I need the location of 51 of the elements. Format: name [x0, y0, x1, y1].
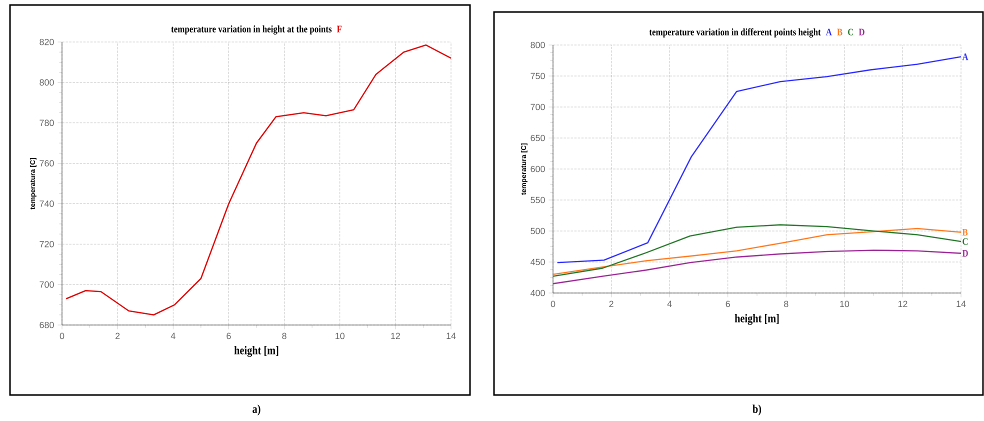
y-tick-label: 550: [530, 196, 545, 204]
line-series: [556, 56, 962, 264]
series-label: B: [962, 228, 968, 236]
x-tick-label: 6: [226, 332, 231, 340]
x-tick-label: 8: [784, 300, 788, 308]
y-tick-label: 500: [530, 228, 545, 234]
y-tick-label: 600: [530, 166, 545, 172]
x-tick-label: 4: [170, 332, 176, 339]
text: A: [826, 28, 832, 36]
chart-title: temperature variation in different points height: [649, 28, 821, 38]
series-label: A: [962, 53, 968, 60]
series-label: D: [962, 250, 968, 257]
y-tick-label: 820: [40, 38, 54, 46]
line-series: [552, 250, 962, 284]
text: a): [252, 404, 260, 416]
y-tick-label: 700: [530, 104, 545, 110]
x-tick-label: 2: [116, 332, 120, 340]
x-tick-label: 2: [609, 300, 614, 308]
text: C: [848, 28, 854, 36]
y-tick-label: 760: [40, 160, 54, 166]
y-tick-label: 650: [530, 134, 545, 142]
x-tick-label: 8: [282, 332, 286, 340]
text: F: [336, 26, 342, 32]
series-label: C: [962, 238, 968, 245]
x-tick-label: 14: [956, 300, 966, 307]
x-tick-label: 12: [391, 332, 400, 340]
y-tick-label: 450: [530, 258, 545, 266]
y-tick-label: 400: [530, 290, 545, 296]
x-axis-title: height [m]: [234, 346, 278, 357]
y-tick-label: 750: [530, 72, 545, 80]
line-series: [66, 44, 452, 316]
y-tick-label: 800: [40, 79, 54, 86]
text: b): [752, 404, 762, 416]
y-tick-label: 720: [40, 240, 54, 248]
x-tick-label: 6: [726, 300, 730, 308]
y-tick-label: 780: [40, 120, 54, 126]
y-tick-label: 700: [40, 281, 54, 288]
x-tick-label: 10: [840, 300, 850, 308]
x-tick-label: 0: [60, 332, 64, 340]
x-tick-label: 4: [667, 300, 672, 307]
y-tick-label: 740: [40, 200, 54, 207]
text: B: [837, 28, 842, 36]
x-tick-label: 10: [336, 332, 345, 340]
y-tick-label: 800: [530, 42, 545, 48]
x-tick-label: 12: [898, 300, 908, 308]
x-axis-title: height [m]: [734, 314, 779, 325]
y-tick-label: 680: [40, 322, 54, 328]
text: D: [858, 28, 864, 36]
x-tick-label: 0: [550, 300, 556, 308]
x-tick-label: 14: [446, 332, 456, 339]
chart-title: temperature variation in height at the points: [171, 25, 332, 35]
